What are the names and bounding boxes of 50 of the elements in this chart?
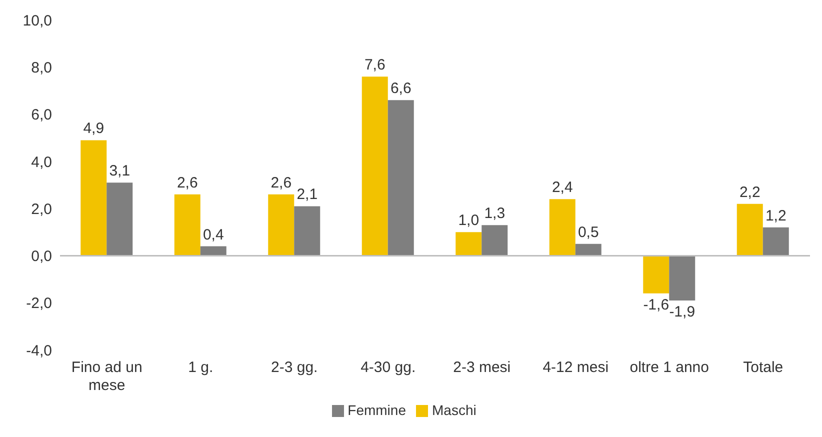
- data-label: 2,6: [270, 174, 292, 192]
- bar: [80, 140, 107, 256]
- x-tick-label: oltre 1 anno: [630, 359, 709, 376]
- bar: [482, 225, 508, 256]
- data-label: 1,3: [484, 205, 506, 222]
- y-tick-label: 8,0: [31, 59, 52, 76]
- bar: [575, 244, 602, 256]
- bar: [362, 76, 388, 256]
- y-tick-label: 6,0: [31, 106, 52, 124]
- data-label: 7,6: [364, 56, 386, 74]
- bar: [106, 182, 133, 256]
- bar: [294, 206, 320, 256]
- data-label: -1,9: [669, 304, 696, 320]
- data-label: 4,9: [83, 120, 104, 138]
- data-label: 0,5: [578, 224, 599, 241]
- y-tick-label: 0,0: [31, 248, 52, 266]
- data-label: 2,6: [176, 174, 198, 192]
- legend-label: Maschi: [432, 402, 476, 418]
- x-tick-label: 2-3 gg.: [271, 359, 318, 376]
- bar: [762, 227, 789, 256]
- data-label: 1,2: [765, 207, 786, 224]
- bar: [549, 199, 576, 256]
- bar: [736, 204, 763, 256]
- x-tick-label: 1 g.: [188, 359, 214, 376]
- x-tick-label: 4-30 gg.: [360, 359, 416, 376]
- bar: [174, 194, 200, 256]
- bar: [643, 256, 670, 294]
- bar: [200, 246, 226, 256]
- data-label: 0,4: [202, 226, 224, 244]
- bar: [388, 100, 414, 256]
- y-tick-label: 10,0: [22, 12, 52, 30]
- data-label: 1,0: [458, 212, 480, 230]
- x-tick-label: Totale: [743, 359, 784, 376]
- y-tick-label: 4,0: [31, 154, 52, 171]
- x-tick-label: 4-12 mesi: [542, 359, 609, 376]
- x-tick-label: 2-3 mesi: [453, 359, 511, 376]
- bar: [268, 194, 294, 256]
- y-tick-label: 2,0: [31, 200, 52, 218]
- y-tick-label: -4,0: [26, 342, 52, 360]
- data-label: 6,6: [390, 80, 412, 98]
- data-label: -1,6: [643, 296, 670, 314]
- bar: [669, 256, 696, 300]
- legend-label: Femmine: [348, 402, 406, 418]
- data-label: 2,2: [739, 184, 760, 201]
- x-tick-label: Fino ad un mese: [71, 359, 142, 394]
- y-tick-label: -2,0: [26, 295, 52, 312]
- data-label: 2,1: [296, 186, 318, 204]
- data-label: 3,1: [109, 162, 130, 180]
- data-label: 2,4: [552, 179, 573, 196]
- bar: [456, 232, 482, 256]
